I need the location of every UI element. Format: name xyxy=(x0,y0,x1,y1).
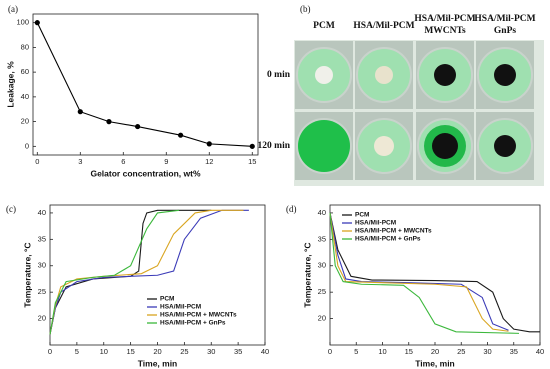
data-line xyxy=(329,212,509,331)
x-tick-label: 25 xyxy=(180,347,188,356)
legend-label: HSA/Mil-PCM + MWCNTs xyxy=(355,228,432,235)
data-line xyxy=(49,209,249,335)
y-tick-label: 40 xyxy=(38,208,46,217)
legend-label: HSA/Mil-PCM + MWCNTs xyxy=(160,312,237,319)
x-tick-label: 0 xyxy=(48,347,52,356)
y-tick-label: 0 xyxy=(25,141,29,150)
x-tick-label: 3 xyxy=(78,157,82,166)
y-tick-label: 80 xyxy=(21,42,29,51)
sample xyxy=(298,120,350,172)
x-tick-label: 12 xyxy=(205,157,213,166)
photo-grid xyxy=(294,40,544,186)
data-line xyxy=(49,209,212,335)
x-tick-label: 30 xyxy=(207,347,215,356)
sample xyxy=(494,64,516,86)
sample xyxy=(374,136,394,156)
y-tick-label: 20 xyxy=(318,314,326,323)
y-axis-label: Temperature, °C xyxy=(302,242,312,307)
x-tick-label: 20 xyxy=(431,347,439,356)
data-point xyxy=(77,109,83,115)
data-point xyxy=(34,20,40,26)
x-tick-label: 15 xyxy=(248,157,256,166)
x-tick-label: 5 xyxy=(354,347,358,356)
y-tick-label: 20 xyxy=(21,117,29,126)
panel-label: (a) xyxy=(8,4,18,14)
sample xyxy=(494,135,516,157)
x-tick-label: 5 xyxy=(75,347,79,356)
sample xyxy=(315,66,333,84)
x-axis-label: Time, min xyxy=(138,358,178,368)
x-tick-label: 0 xyxy=(328,347,332,356)
data-line xyxy=(329,212,509,332)
column-header: PCM xyxy=(313,21,335,31)
y-tick-label: 35 xyxy=(318,234,326,243)
y-tick-label: 60 xyxy=(21,67,29,76)
y-tick-label: 30 xyxy=(38,261,46,270)
column-header: HSA/Mil-PCM xyxy=(414,14,475,24)
x-tick-label: 15 xyxy=(126,347,134,356)
x-tick-label: 25 xyxy=(457,347,465,356)
panel-label: (d) xyxy=(286,204,297,214)
sample xyxy=(432,133,458,159)
x-tick-label: 0 xyxy=(35,157,39,166)
x-tick-label: 15 xyxy=(405,347,413,356)
y-tick-label: 40 xyxy=(318,208,326,217)
x-tick-label: 6 xyxy=(121,157,125,166)
y-tick-label: 20 xyxy=(38,314,46,323)
column-header: GnPs xyxy=(494,26,516,36)
panel-label: (b) xyxy=(300,4,311,14)
sample xyxy=(434,64,456,86)
sample xyxy=(375,66,393,84)
data-point xyxy=(106,119,112,125)
data-line xyxy=(36,22,253,147)
data-point xyxy=(178,132,184,138)
column-header: HSA/Mil-PCM xyxy=(474,14,535,24)
legend-label: HSA/Mil-PCM + GnPs xyxy=(355,236,421,243)
y-axis-label: Temperature, °C xyxy=(22,242,32,307)
y-tick-label: 100 xyxy=(16,18,29,27)
data-line xyxy=(49,209,244,335)
x-tick-label: 10 xyxy=(100,347,108,356)
x-axis-label: Time, min xyxy=(415,358,455,368)
y-tick-label: 35 xyxy=(38,234,46,243)
data-point xyxy=(135,123,141,130)
x-tick-label: 40 xyxy=(536,347,544,356)
legend-label: PCM xyxy=(355,212,369,219)
legend-label: HSA/Mil-PCM xyxy=(160,304,201,311)
x-tick-label: 40 xyxy=(261,347,269,356)
data-line xyxy=(329,212,540,333)
y-axis-label: Leakage, % xyxy=(5,61,15,108)
row-label: 120 min xyxy=(258,141,291,151)
data-line xyxy=(49,209,180,335)
x-tick-label: 30 xyxy=(483,347,491,356)
column-header: MWCNTs xyxy=(424,26,466,36)
x-tick-label: 20 xyxy=(153,347,161,356)
x-tick-label: 10 xyxy=(378,347,386,356)
x-tick-label: 9 xyxy=(164,157,168,166)
x-tick-label: 35 xyxy=(234,347,242,356)
y-tick-label: 40 xyxy=(21,92,29,101)
data-point xyxy=(249,143,255,149)
legend-label: HSA/Mil-PCM + GnPs xyxy=(160,320,226,327)
data-point xyxy=(206,141,212,147)
plot-frame xyxy=(32,13,259,156)
row-label: 0 min xyxy=(267,70,291,80)
panel-label: (c) xyxy=(6,204,16,214)
x-tick-label: 35 xyxy=(510,347,518,356)
legend-label: HSA/Mil-PCM xyxy=(355,220,396,227)
data-line xyxy=(329,212,520,334)
legend-label: PCM xyxy=(160,296,174,303)
y-tick-label: 25 xyxy=(38,287,46,296)
y-tick-label: 25 xyxy=(318,287,326,296)
x-axis-label: Gelator concentration, wt% xyxy=(90,168,200,178)
y-tick-label: 30 xyxy=(318,261,326,270)
column-header: HSA/Mil-PCM xyxy=(353,21,414,31)
